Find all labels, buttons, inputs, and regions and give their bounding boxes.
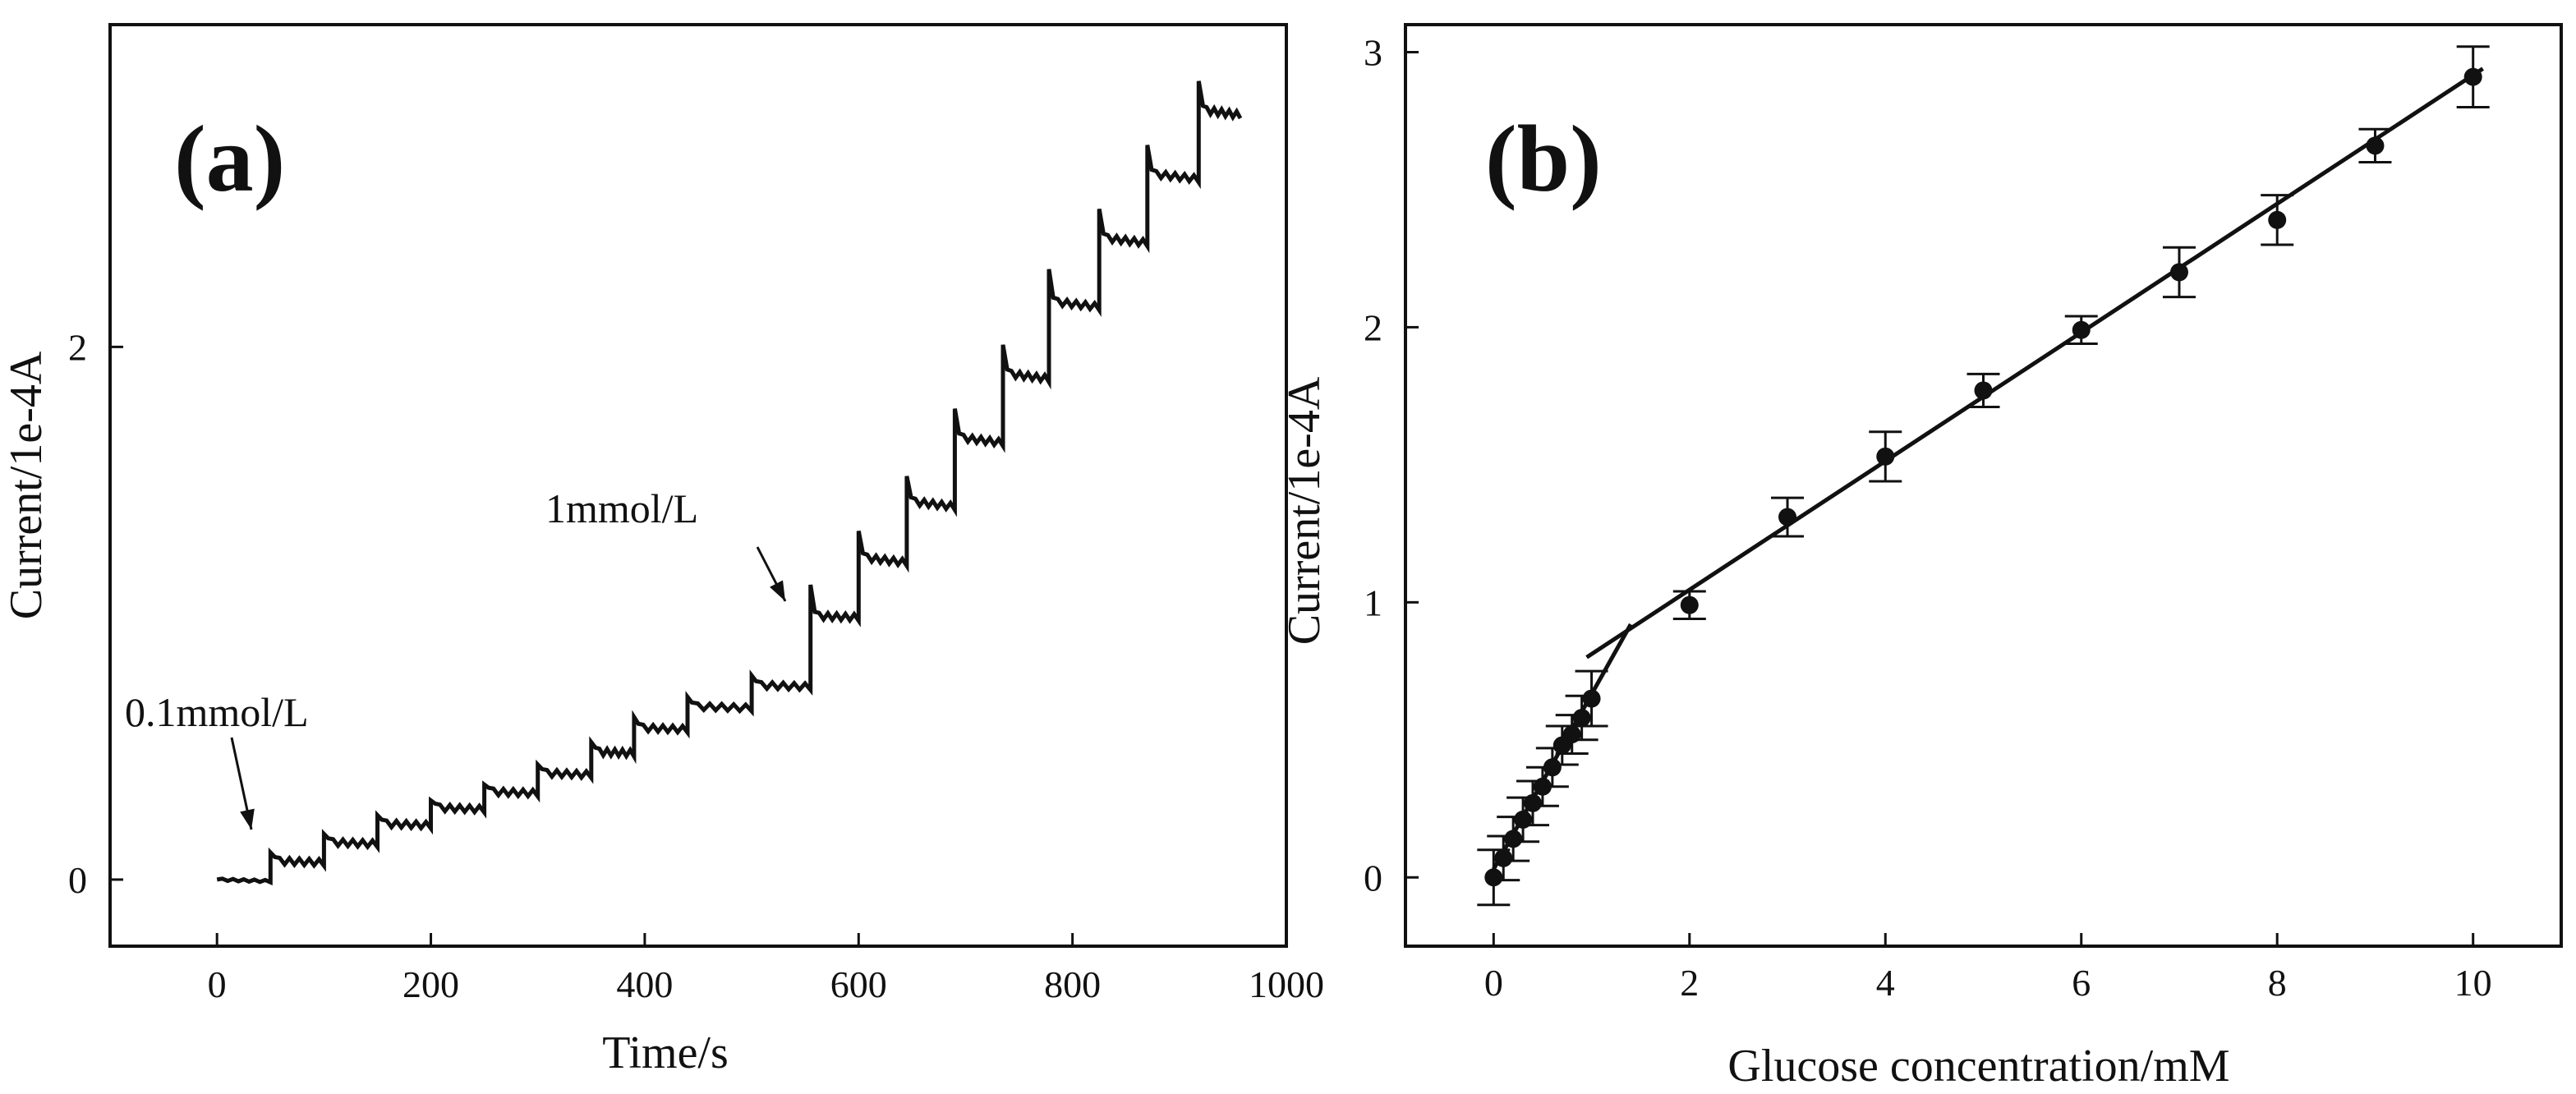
- panel-b-x-tick-label: 8: [2268, 962, 2287, 1004]
- panel-b-y-axis-label: Current/1e-4A: [1279, 376, 1330, 645]
- panel-a-x-tick-label: 800: [1044, 963, 1101, 1005]
- panel-a-x-tick-label: 400: [616, 963, 673, 1005]
- panel-b-data-point: [2169, 263, 2188, 282]
- annotation-0-1mmol-label: 0.1mmol/L: [125, 689, 309, 735]
- panel-b-y-tick-label: 1: [1364, 581, 1382, 623]
- panel-a-label: (a): [174, 107, 285, 212]
- panel-a-y-ticks: 02: [68, 326, 123, 901]
- panel-a-x-tick-label: 1000: [1249, 963, 1324, 1005]
- panel-b-data-point: [2366, 136, 2385, 155]
- panel-b-y-tick-label: 0: [1364, 857, 1382, 899]
- panel-b-fit-lines: [1492, 67, 2484, 871]
- panel-b-chart: 0 2 4 6 8 10 0 1 2 3 (b) Glucose concentration/m…: [1279, 23, 2563, 1092]
- panel-a-x-tick-label: 600: [830, 963, 887, 1005]
- annotation-arrowhead-1mmol: [770, 580, 785, 601]
- panel-b-data-point: [1543, 758, 1562, 777]
- annotation-arrowhead-0-1mmol: [240, 808, 255, 830]
- panel-b-data-point: [1572, 709, 1591, 728]
- panel-b-x-tick-label: 10: [2454, 962, 2492, 1004]
- panel-b-x-tick-label: 0: [1484, 962, 1503, 1004]
- panel-b-x-ticks: 0 2 4 6 8 10: [1484, 933, 2492, 1004]
- panel-b-data-point: [1533, 777, 1552, 796]
- panel-a-chart: 0 200 400 600 800 1000 02 0.1mmol/L 1mmol/L (…: [1, 23, 1324, 1078]
- panel-b-data-point: [1680, 595, 1699, 614]
- panel-b-x-tick-label: 6: [2072, 962, 2091, 1004]
- panel-b-label: (b): [1485, 107, 1602, 212]
- panel-a-y-tick-label: 0: [68, 859, 87, 901]
- panel-b-x-axis-label: Glucose concentration/mM: [1727, 1041, 2229, 1092]
- panel-a-y-axis-label: Current/1e-4A: [1, 351, 52, 619]
- panel-b-data-point: [1562, 725, 1581, 744]
- panel-b-data-point: [1484, 868, 1503, 887]
- panel-b-x-tick-label: 2: [1680, 962, 1699, 1004]
- panel-b-x-tick-label: 4: [1876, 962, 1895, 1004]
- panel-a-current-step-curve: [216, 80, 1243, 885]
- panel-b-y-tick-label: 2: [1364, 306, 1382, 348]
- panel-b-fit-line: [1585, 67, 2484, 660]
- panel-b-y-tick-label: 3: [1364, 31, 1382, 73]
- panel-a-x-axis-label: Time/s: [602, 1027, 729, 1078]
- panel-a-x-tick-label: 0: [208, 963, 227, 1005]
- panel-b-data-point: [2463, 67, 2482, 86]
- panel-b-data-point: [2268, 210, 2287, 229]
- panel-a-axes-frame: [108, 23, 1288, 948]
- panel-b-y-ticks: 0 1 2 3: [1364, 31, 1419, 899]
- panel-b-data-point: [1582, 689, 1601, 708]
- panel-a-x-tick-label: 200: [402, 963, 459, 1005]
- panel-b-data-point: [1504, 830, 1523, 848]
- panel-b-error-bars: [1477, 45, 2490, 907]
- panel-b-data-point: [1494, 848, 1513, 867]
- panel-b-data-point: [2072, 320, 2091, 339]
- panel-b-data-point: [1876, 447, 1895, 466]
- panel-a-x-ticks: 0 200 400 600 800 1000: [208, 933, 1324, 1005]
- annotation-1mmol-label: 1mmol/L: [545, 485, 698, 531]
- panel-a-y-tick-label: 2: [68, 326, 87, 368]
- panel-b-data-point: [1974, 381, 1993, 400]
- panel-b-axes-frame: [1404, 23, 2563, 948]
- panel-b-data-point: [1514, 810, 1533, 829]
- panel-b-data-points: [1484, 67, 2482, 887]
- panel-b-data-point: [1778, 508, 1797, 526]
- panel-b-data-point: [1524, 793, 1543, 812]
- panel-a-annotations: 0.1mmol/L 1mmol/L: [125, 485, 787, 830]
